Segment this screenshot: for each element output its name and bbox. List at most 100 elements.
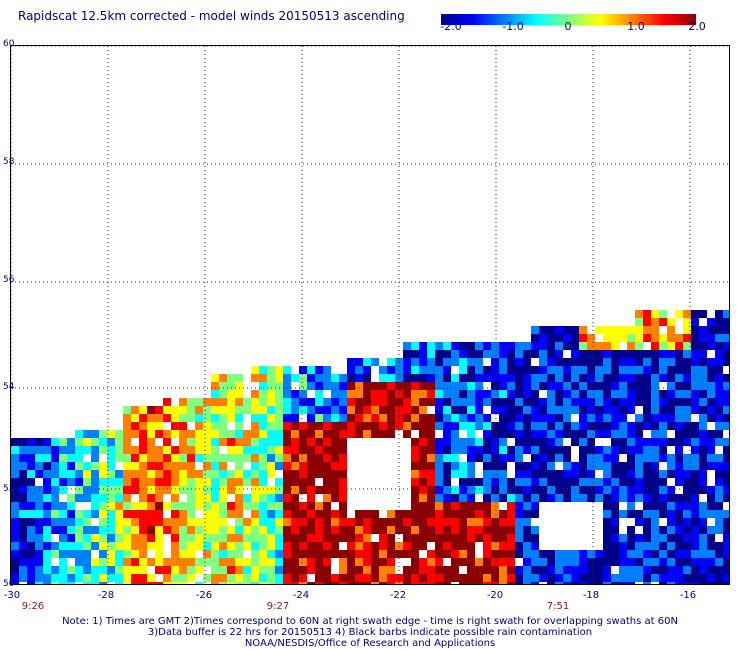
swath-data-cell <box>459 350 467 358</box>
swath-data-cell <box>643 518 651 526</box>
swath-data-cell <box>603 550 611 558</box>
swath-data-cell <box>83 574 91 582</box>
swath-data-cell <box>379 414 387 422</box>
swath-data-cell <box>443 462 451 470</box>
swath-data-cell <box>59 510 67 518</box>
swath-data-cell <box>539 422 547 430</box>
swath-data-cell <box>227 414 235 422</box>
swath-data-cell <box>267 486 275 494</box>
swath-data-cell <box>467 414 475 422</box>
swath-data-cell <box>523 358 531 366</box>
swath-data-cell <box>587 334 595 342</box>
swath-data-cell <box>483 422 491 430</box>
swath-data-cell <box>587 358 595 366</box>
swath-data-cell <box>283 502 291 510</box>
swath-data-cell <box>643 406 651 414</box>
swath-data-cell <box>427 462 435 470</box>
swath-data-cell <box>123 574 131 582</box>
swath-data-cell <box>211 398 219 406</box>
swath-data-cell <box>339 470 347 478</box>
swath-data-cell <box>435 518 443 526</box>
swath-data-cell <box>299 478 307 486</box>
swath-data-cell <box>227 566 235 574</box>
swath-data-cell <box>371 566 379 574</box>
swath-data-cell <box>99 566 107 574</box>
swath-data-cell <box>475 342 483 350</box>
swath-data-cell <box>507 526 515 534</box>
swath-data-cell <box>627 582 635 584</box>
swath-data-cell <box>451 510 459 518</box>
swath-data-cell <box>571 430 579 438</box>
swath-data-cell <box>659 342 667 350</box>
swath-data-cell <box>99 478 107 486</box>
swath-data-cell <box>67 446 75 454</box>
swath-data-cell <box>27 550 35 558</box>
swath-data-cell <box>515 414 523 422</box>
swath-data-cell <box>347 358 355 366</box>
swath-data-cell <box>83 438 91 446</box>
swath-data-cell <box>579 414 587 422</box>
swath-data-cell <box>147 430 155 438</box>
swath-data-cell <box>451 446 459 454</box>
swath-data-cell <box>531 558 539 566</box>
swath-data-cell <box>571 486 579 494</box>
swath-data-cell <box>267 582 275 584</box>
swath-data-cell <box>155 534 163 542</box>
swath-data-cell <box>451 486 459 494</box>
swath-data-cell <box>435 470 443 478</box>
swath-data-cell <box>699 366 707 374</box>
swath-data-cell <box>259 526 267 534</box>
swath-data-cell <box>331 494 339 502</box>
swath-data-cell <box>323 494 331 502</box>
swath-data-cell <box>643 350 651 358</box>
swath-data-cell <box>283 510 291 518</box>
swath-data-cell <box>435 510 443 518</box>
swath-data-cell <box>515 518 523 526</box>
swath-data-cell <box>635 462 643 470</box>
swath-data-cell <box>443 470 451 478</box>
swath-data-cell <box>531 326 539 334</box>
swath-data-cell <box>147 470 155 478</box>
swath-data-cell <box>555 478 563 486</box>
swath-data-cell <box>259 502 267 510</box>
swath-data-cell <box>179 462 187 470</box>
swath-data-cell <box>75 430 83 438</box>
swath-data-cell <box>427 502 435 510</box>
swath-data-cell <box>139 422 147 430</box>
swath-data-cell <box>203 574 211 582</box>
swath-data-cell <box>643 558 651 566</box>
swath-data-cell <box>419 462 427 470</box>
swath-data-cell <box>123 414 131 422</box>
swath-data-cell <box>475 510 483 518</box>
swath-data-cell <box>107 574 115 582</box>
swath-data-cell <box>307 526 315 534</box>
swath-data-cell <box>259 454 267 462</box>
swath-data-cell <box>715 478 723 486</box>
swath-data-cell <box>427 446 435 454</box>
swath-data-cell <box>371 406 379 414</box>
swath-data-cell <box>187 414 195 422</box>
swath-data-cell <box>227 430 235 438</box>
swath-data-cell <box>27 582 35 584</box>
swath-data-cell <box>315 382 323 390</box>
swath-data-cell <box>603 446 611 454</box>
swath-data-cell <box>595 422 603 430</box>
swath-data-cell <box>683 398 691 406</box>
swath-data-cell <box>403 534 411 542</box>
swath-data-cell <box>227 550 235 558</box>
swath-data-cell <box>35 582 43 584</box>
swath-data-cell <box>675 446 683 454</box>
swath-data-cell <box>555 398 563 406</box>
swath-data-cell <box>491 350 499 358</box>
swath-data-cell <box>523 566 531 574</box>
swath-data-cell <box>611 374 619 382</box>
swath-data-cell <box>67 438 75 446</box>
swath-data-cell <box>491 582 499 584</box>
swath-data-cell <box>11 470 19 478</box>
swath-data-cell <box>507 414 515 422</box>
swath-data-cell <box>427 558 435 566</box>
swath-data-cell <box>571 350 579 358</box>
swath-data-cell <box>267 518 275 526</box>
swath-data-cell <box>643 566 651 574</box>
swath-data-cell <box>651 462 659 470</box>
